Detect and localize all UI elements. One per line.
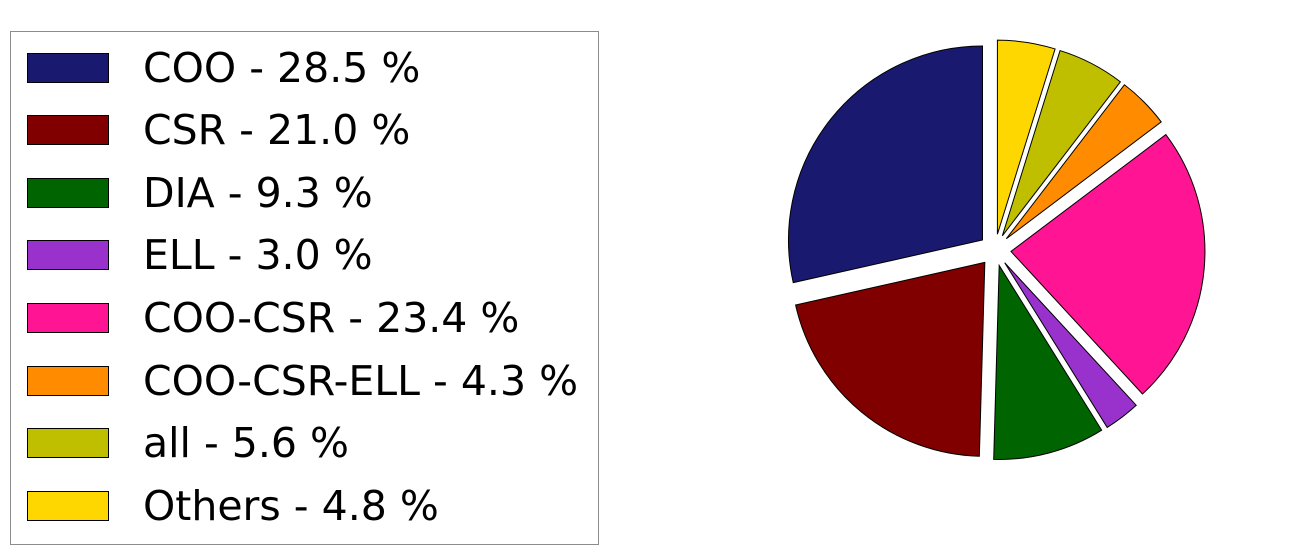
legend-label-coo-csr-ell: COO-CSR-ELL - 4.3 %	[143, 356, 579, 405]
legend-swatch-coo-csr	[27, 303, 109, 333]
pie-slice-others	[996, 39, 1056, 235]
legend-label-csr: CSR - 21.0 %	[143, 105, 411, 154]
legend-item-csr: CSR - 21.0 %	[27, 105, 411, 154]
legend-label-coo: COO - 28.5 %	[143, 43, 421, 92]
pie-slice-all	[1001, 49, 1122, 237]
legend-item-all: all - 5.6 %	[27, 418, 349, 467]
legend-item-coo-csr-ell: COO-CSR-ELL - 4.3 %	[27, 356, 579, 405]
legend-item-coo-csr: COO-CSR - 23.4 %	[27, 293, 520, 342]
pie-slice-coo-csr	[1010, 133, 1206, 395]
legend-item-ell: ELL - 3.0 %	[27, 230, 373, 279]
legend-swatch-csr	[27, 115, 109, 145]
legend-swatch-coo	[27, 53, 109, 83]
legend-swatch-ell	[27, 240, 109, 270]
pie-slice-coo	[788, 45, 983, 284]
legend-swatch-others	[27, 491, 109, 521]
pie-slice-ell	[1004, 262, 1137, 429]
legend-label-ell: ELL - 3.0 %	[143, 230, 373, 279]
pie-slice-coo-csr-ell	[1005, 84, 1162, 240]
legend-label-all: all - 5.6 %	[143, 418, 349, 467]
chart-legend: COO - 28.5 % CSR - 21.0 % DIA - 9.3 % EL…	[10, 31, 599, 545]
legend-item-others: Others - 4.8 %	[27, 481, 439, 530]
pie-slice-dia	[993, 263, 1103, 460]
legend-swatch-all	[27, 428, 109, 458]
pie-chart	[788, 39, 1206, 460]
legend-item-coo: COO - 28.5 %	[27, 43, 421, 92]
legend-label-coo-csr: COO-CSR - 23.4 %	[143, 293, 520, 342]
legend-swatch-dia	[27, 178, 109, 208]
legend-swatch-coo-csr-ell	[27, 366, 109, 396]
legend-item-dia: DIA - 9.3 %	[27, 168, 373, 217]
legend-label-dia: DIA - 9.3 %	[143, 168, 373, 217]
pie-slice-csr	[794, 261, 986, 457]
legend-label-others: Others - 4.8 %	[143, 481, 439, 530]
